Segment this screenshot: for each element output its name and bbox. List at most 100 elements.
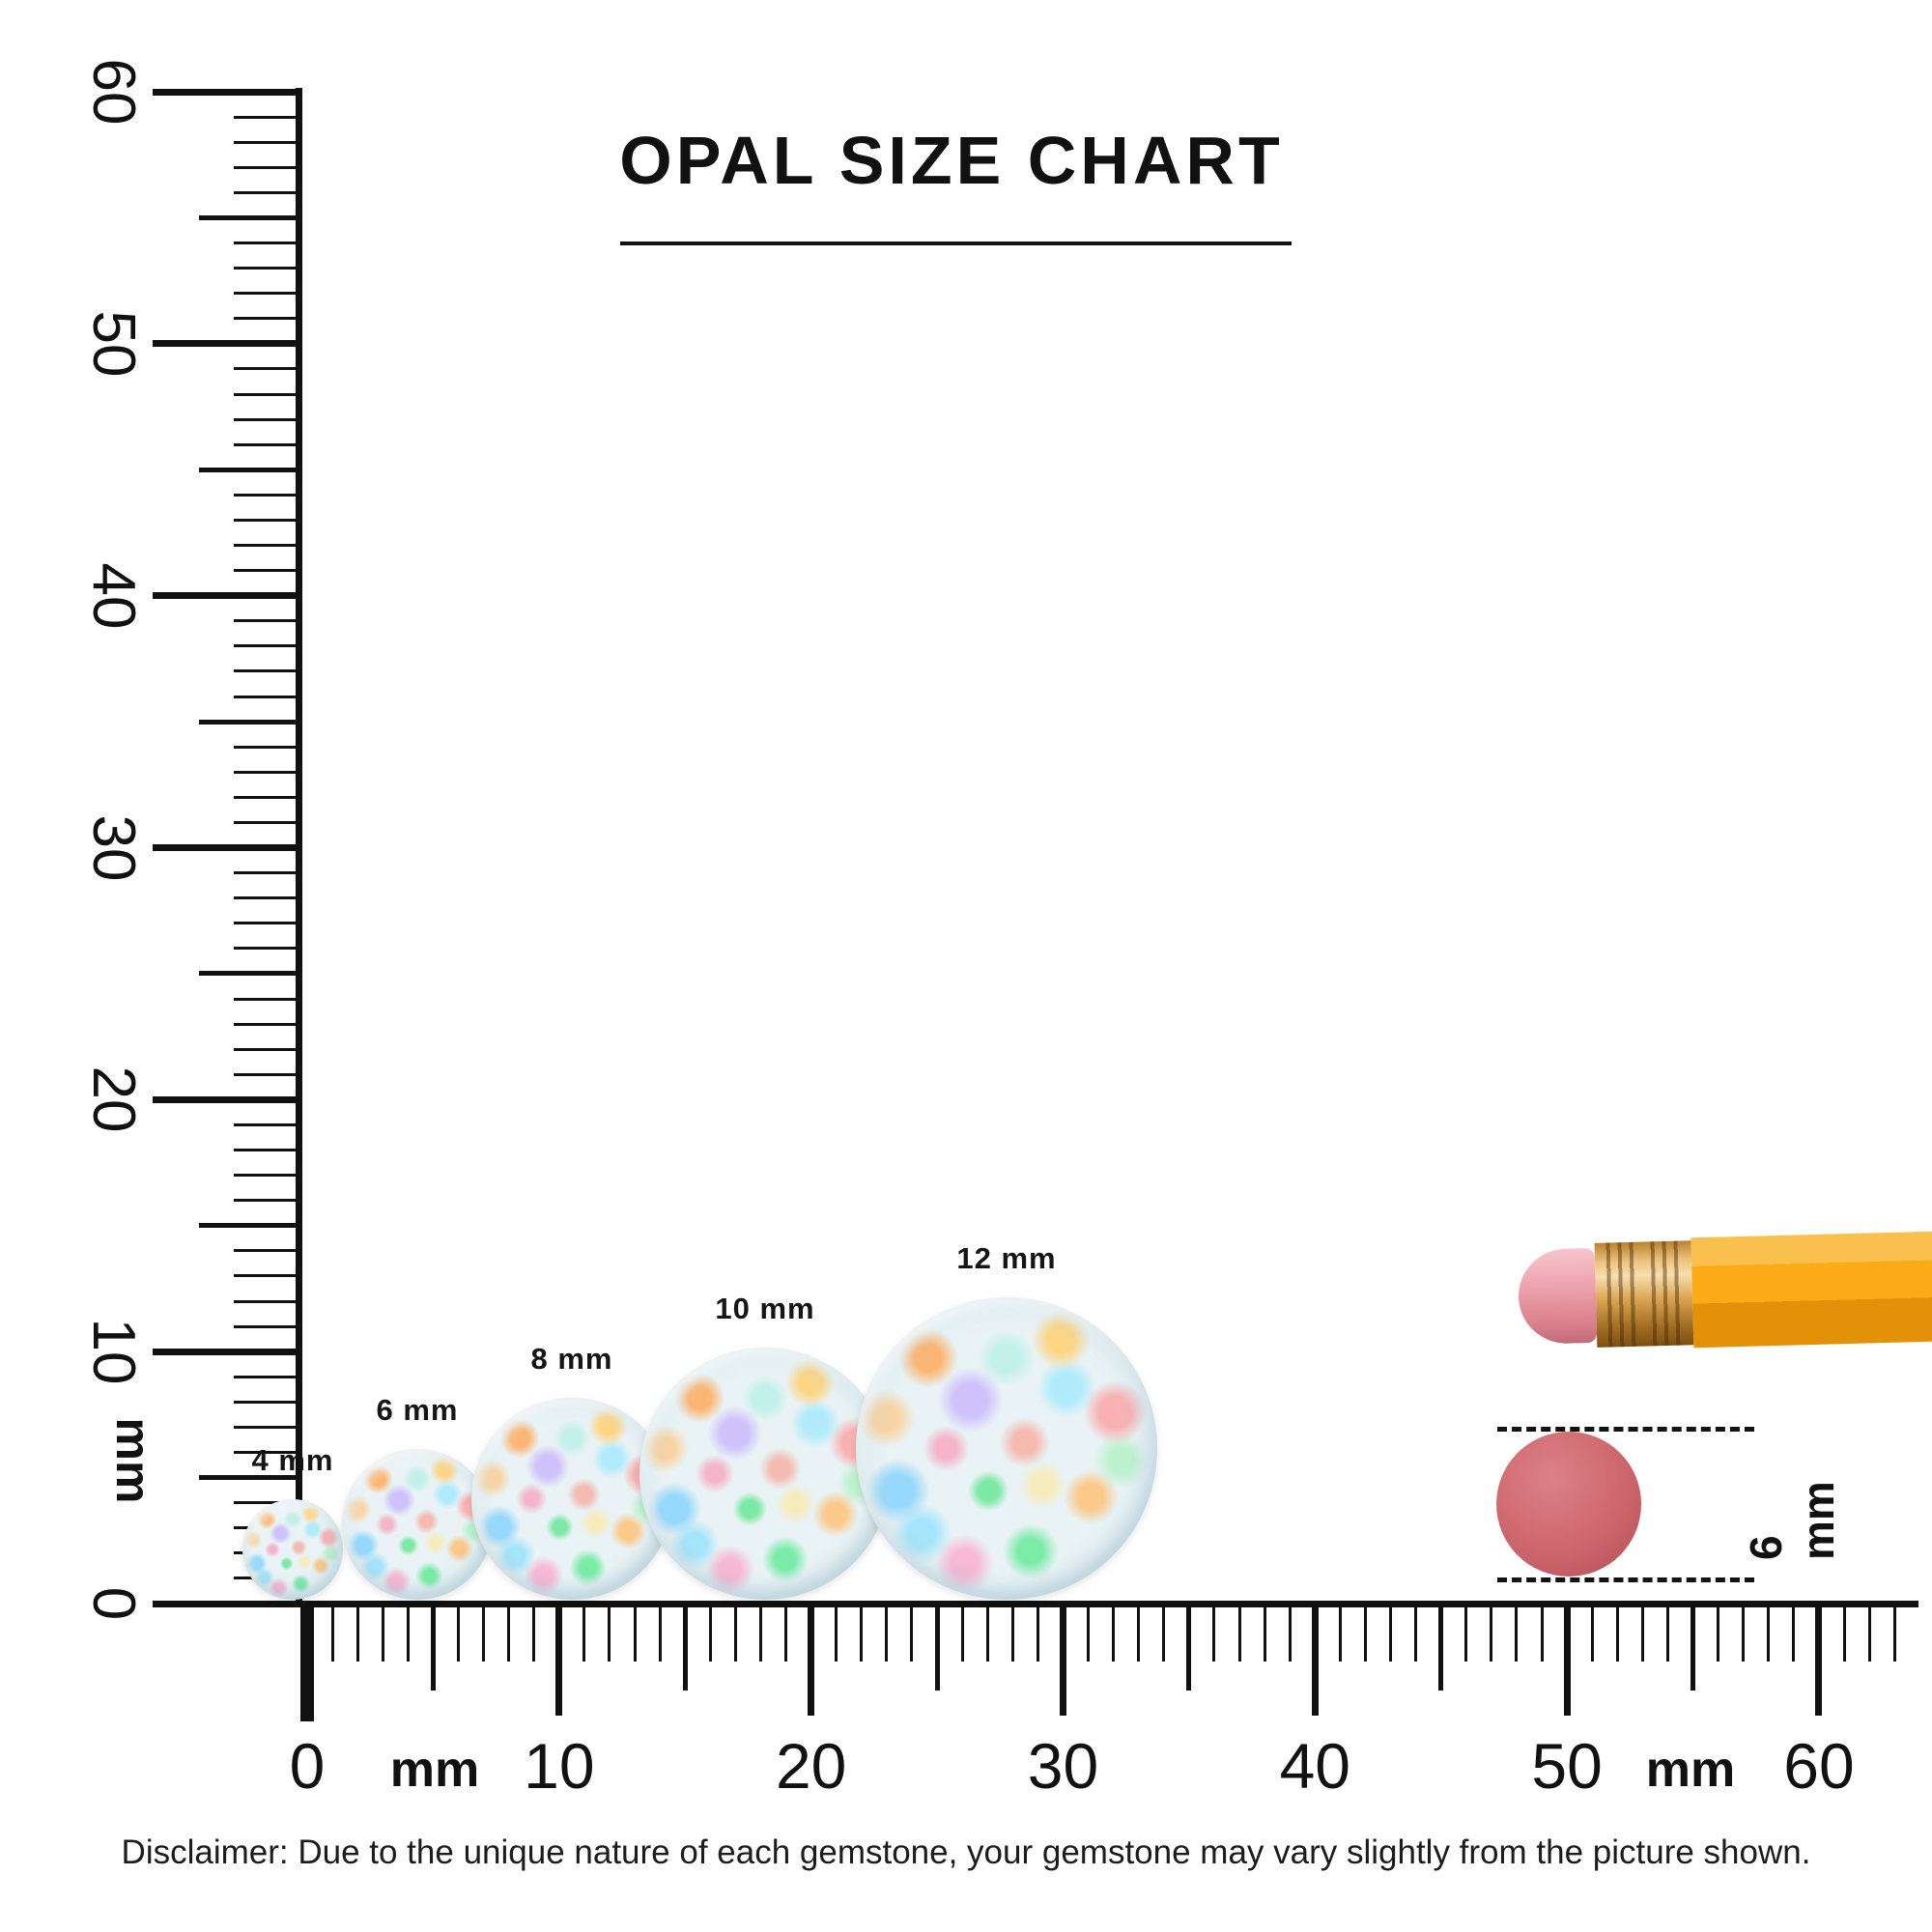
ruler-tick-horizontal [507,1607,511,1662]
vertical-ruler-number: 60 [80,58,148,126]
ruler-tick-horizontal [1414,1607,1418,1662]
ruler-tick-horizontal [355,1607,359,1662]
horizontal-ruler-number: 50 [1531,1730,1603,1802]
dimension-line-bottom [1497,1577,1754,1582]
ruler-tick-vertical [153,592,296,600]
ruler-tick-horizontal [985,1607,989,1662]
ruler-tick-vertical [234,1249,296,1253]
ruler-tick-horizontal [1288,1607,1292,1662]
ruler-tick-vertical [234,1451,296,1454]
vertical-ruler-spine [296,88,302,1607]
ruler-tick-horizontal [608,1607,611,1662]
ruler-tick-vertical [234,442,296,446]
opal-size-label-10mm: 10 mm [715,1292,815,1326]
ruler-tick-horizontal [708,1607,712,1662]
ruler-tick-vertical [234,190,296,194]
reference-eraser-disc [1496,1432,1641,1577]
ruler-tick-horizontal [758,1607,762,1662]
ruler-tick-vertical [234,922,296,925]
dimension-label: 6 mm [1741,1481,1843,1560]
ruler-tick-horizontal [960,1607,964,1662]
ruler-tick-vertical [199,467,296,472]
ruler-tick-horizontal [1263,1607,1266,1662]
pencil-body [1690,1230,1932,1349]
ruler-tick-horizontal [1087,1607,1091,1662]
vertical-ruler-number: 10 [80,1318,148,1385]
ruler-tick-horizontal [381,1607,384,1662]
opal-stone-12mm [855,1297,1158,1600]
ruler-tick-vertical [234,1199,296,1203]
ruler-tick-horizontal [1490,1607,1493,1662]
opal-size-label-8mm: 8 mm [530,1342,613,1377]
ruler-tick-horizontal [835,1607,838,1662]
ruler-tick-vertical [234,644,296,648]
ruler-tick-vertical [234,493,296,497]
ruler-tick-vertical [234,518,296,522]
ruler-tick-vertical [234,947,296,951]
horizontal-ruler-number: 0 [289,1730,326,1802]
ruler-tick-horizontal [1112,1607,1116,1662]
horizontal-ruler-number: 20 [775,1730,847,1802]
ruler-tick-vertical [153,340,296,348]
ruler-tick-horizontal [1059,1607,1066,1716]
ruler-tick-vertical [234,619,296,623]
ruler-tick-vertical [199,971,296,977]
ruler-tick-horizontal [1464,1607,1468,1662]
disclaimer-text: Disclaimer: Due to the unique nature of … [121,1833,1811,1871]
ruler-tick-vertical [234,1501,296,1505]
ruler-tick-horizontal [1842,1607,1846,1662]
ruler-tick-horizontal [482,1607,486,1662]
ruler-tick-vertical [234,669,296,673]
pencil-ferrule [1594,1240,1694,1348]
horizontal-ruler-spine [296,1601,1918,1607]
ruler-tick-vertical [234,1324,296,1328]
ruler-tick-vertical [234,745,296,749]
ruler-tick-vertical [234,1072,296,1076]
opal-size-label-6mm: 6 mm [376,1392,459,1427]
ruler-tick-vertical [234,1047,296,1051]
ruler-tick-horizontal [1640,1607,1644,1662]
ruler-tick-vertical [234,871,296,875]
ruler-tick-horizontal [456,1607,460,1662]
ruler-tick-vertical [234,367,296,371]
ruler-tick-vertical [234,392,296,396]
ruler-tick-horizontal [1212,1607,1216,1662]
ruler-tick-horizontal [1892,1607,1896,1662]
title-underline [620,242,1292,245]
ruler-tick-vertical [234,1400,296,1404]
ruler-tick-horizontal [1137,1607,1141,1662]
ruler-tick-vertical [234,140,296,144]
ruler-tick-vertical [234,1022,296,1026]
ruler-tick-vertical [234,1299,296,1303]
ruler-tick-horizontal [1036,1607,1039,1662]
pencil [1517,1229,1932,1354]
ruler-tick-horizontal [1717,1607,1720,1662]
ruler-tick-vertical [234,896,296,900]
ruler-tick-horizontal [1742,1607,1746,1662]
ruler-tick-horizontal [1186,1607,1192,1690]
ruler-tick-horizontal [1363,1607,1367,1662]
page-title: OPAL SIZE CHART [619,123,1284,198]
ruler-tick-horizontal [1815,1607,1823,1716]
ruler-tick-horizontal [1540,1607,1544,1662]
ruler-tick-horizontal [784,1607,788,1662]
horizontal-ruler-number: 60 [1783,1730,1855,1802]
ruler-tick-horizontal [406,1607,410,1662]
opal-size-label-4mm: 4 mm [251,1442,334,1477]
ruler-tick-vertical [234,115,296,119]
ruler-tick-vertical [234,569,296,573]
ruler-tick-vertical [234,1274,296,1278]
ruler-tick-horizontal [330,1607,334,1662]
vertical-ruler-number: 0 [80,1586,148,1621]
opal-size-label-12mm: 12 mm [956,1241,1057,1275]
opal-stone-6mm [341,1448,494,1600]
ruler-tick-horizontal [658,1607,662,1662]
horizontal-ruler-number: 30 [1027,1730,1099,1802]
ruler-tick-vertical [234,544,296,547]
opal-stone-8mm [470,1398,673,1600]
pencil-eraser [1517,1247,1598,1345]
ruler-tick-horizontal [1237,1607,1241,1662]
vertical-ruler-number: 30 [80,814,148,881]
ruler-tick-vertical [153,844,296,851]
